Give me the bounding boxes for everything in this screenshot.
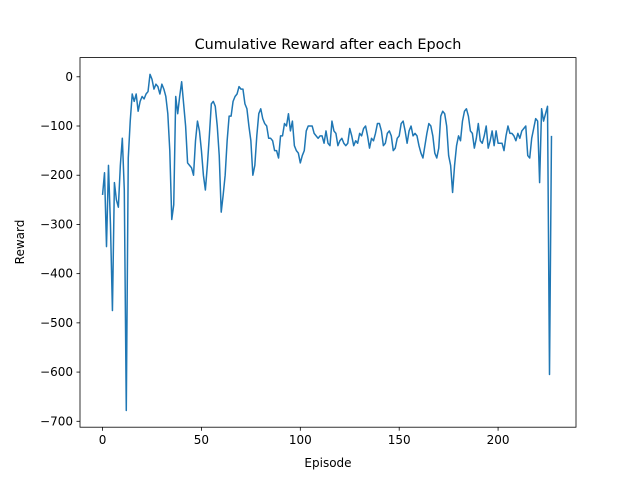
y-axis-label: Reward xyxy=(13,220,27,265)
x-axis-label: Episode xyxy=(304,456,351,470)
y-tick-label: −700 xyxy=(40,414,73,428)
x-tick-label: 200 xyxy=(487,433,510,447)
y-tick-label: −400 xyxy=(40,267,73,281)
y-tick-label: 0 xyxy=(65,70,73,84)
chart-title: Cumulative Reward after each Epoch xyxy=(195,37,462,53)
y-tick-label: −600 xyxy=(40,365,73,379)
y-tick-label: −100 xyxy=(40,119,73,133)
x-tick-label: 100 xyxy=(289,433,312,447)
y-tick-label: −200 xyxy=(40,168,73,182)
y-tick-label: −300 xyxy=(40,217,73,231)
x-tick-label: 150 xyxy=(388,433,411,447)
data-line xyxy=(101,73,553,412)
y-tick-label: −500 xyxy=(40,316,73,330)
plot-frame xyxy=(79,57,577,428)
x-tick-label: 0 xyxy=(99,433,107,447)
x-tick-label: 50 xyxy=(194,433,209,447)
